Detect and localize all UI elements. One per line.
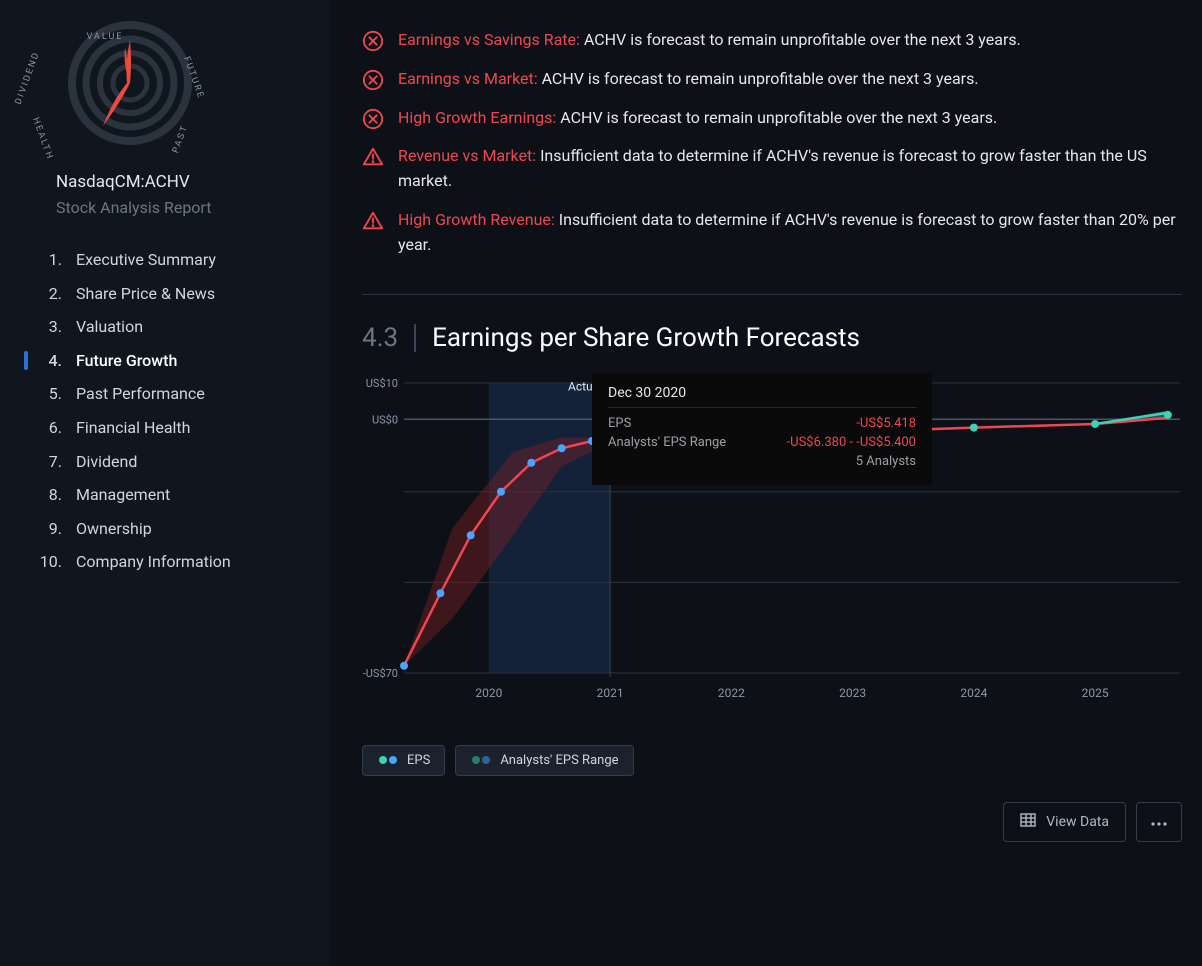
nav-item[interactable]: 3. Valuation	[0, 310, 330, 344]
view-data-label: View Data	[1046, 814, 1109, 830]
svg-text:2023: 2023	[839, 686, 866, 700]
nav-item-label: Ownership	[76, 516, 152, 542]
chart-tooltip: Dec 30 2020 EPS -US$5.418 Analysts' EPS Ra…	[592, 373, 932, 485]
check-item: Revenue vs Market: Insufficient data to …	[362, 144, 1182, 194]
section-number: 4.3	[362, 323, 398, 353]
table-icon	[1020, 813, 1036, 831]
tooltip-row: 5 Analysts	[608, 452, 916, 471]
report-nav: 1. Executive Summary 2. Share Price & News 3…	[0, 243, 330, 579]
sidebar: VALUE FUTURE PAST HEALTH DIVIDEND Nasdaq…	[0, 0, 330, 966]
x-circle-icon	[362, 30, 384, 52]
check-item: High Growth Revenue: Insufficient data t…	[362, 208, 1182, 258]
check-text: ACHV is forecast to remain unprofitable …	[556, 108, 997, 127]
nav-item[interactable]: 10. Company Information	[0, 545, 330, 579]
nav-item-label: Management	[76, 482, 170, 508]
growth-checks: Earnings vs Savings Rate: ACHV is foreca…	[362, 28, 1182, 258]
radar-svg	[65, 18, 195, 148]
alert-triangle-icon	[362, 146, 384, 168]
svg-text:2022: 2022	[718, 686, 745, 700]
check-item: Earnings vs Savings Rate: ACHV is foreca…	[362, 28, 1182, 53]
legend-eps[interactable]: EPS	[362, 745, 445, 776]
nav-item-label: Share Price & News	[76, 281, 215, 307]
check-text: ACHV is forecast to remain unprofitable …	[580, 30, 1021, 49]
check-item: High Growth Earnings: ACHV is forecast t…	[362, 106, 1182, 131]
section-divider	[362, 294, 1182, 295]
more-options-button[interactable]	[1136, 802, 1182, 842]
check-label: Earnings vs Market:	[398, 69, 538, 88]
svg-text:2020: 2020	[475, 686, 502, 700]
legend-range-label: Analysts' EPS Range	[500, 753, 618, 768]
nav-item-number: 6.	[32, 415, 62, 441]
nav-item[interactable]: 4. Future Growth	[0, 344, 330, 378]
nav-item-label: Past Performance	[76, 381, 205, 407]
svg-text:2025: 2025	[1082, 686, 1109, 700]
nav-item[interactable]: 9. Ownership	[0, 512, 330, 546]
check-label: Earnings vs Savings Rate:	[398, 30, 580, 49]
svg-text:2024: 2024	[960, 686, 987, 700]
ticker-symbol: NasdaqCM:ACHV	[56, 172, 306, 192]
view-data-button[interactable]: View Data	[1003, 802, 1126, 842]
legend-swatch-icon	[377, 755, 399, 765]
nav-item-number: 5.	[32, 381, 62, 407]
nav-item-label: Valuation	[76, 314, 143, 340]
svg-text:2021: 2021	[597, 686, 624, 700]
nav-item-number: 8.	[32, 482, 62, 508]
nav-item-number: 4.	[32, 348, 62, 374]
chart-legend: EPS Analysts' EPS Range	[362, 745, 1182, 776]
radar-label-value: VALUE	[87, 32, 124, 42]
nav-item-label: Financial Health	[76, 415, 190, 441]
check-label: High Growth Revenue:	[398, 210, 555, 229]
nav-item[interactable]: 5. Past Performance	[0, 377, 330, 411]
check-label: Revenue vs Market:	[398, 146, 536, 165]
check-text: ACHV is forecast to remain unprofitable …	[538, 69, 979, 88]
tooltip-value: -US$6.380 - -US$5.400	[787, 435, 916, 450]
tooltip-value: 5 Analysts	[856, 454, 916, 469]
chart-actions: View Data	[362, 802, 1182, 842]
ellipsis-icon	[1151, 814, 1167, 830]
svg-text:US$0: US$0	[372, 413, 398, 426]
nav-item-number: 9.	[32, 516, 62, 542]
nav-item[interactable]: 8. Management	[0, 478, 330, 512]
snowflake-radar[interactable]: VALUE FUTURE PAST HEALTH DIVIDEND	[0, 18, 210, 172]
section-header: 4.3 Earnings per Share Growth Forecasts	[362, 323, 1182, 353]
nav-item[interactable]: 1. Executive Summary	[0, 243, 330, 277]
svg-text:US$10: US$10	[366, 377, 398, 390]
radar-label-health: HEALTH	[30, 116, 55, 162]
tooltip-value: -US$5.418	[856, 416, 916, 431]
main-content: Earnings vs Savings Rate: ACHV is foreca…	[330, 0, 1202, 966]
tooltip-row: Analysts' EPS Range -US$6.380 - -US$5.400	[608, 433, 916, 452]
report-subtitle: Stock Analysis Report	[56, 198, 306, 217]
nav-item-number: 3.	[32, 314, 62, 340]
legend-analyst-range[interactable]: Analysts' EPS Range	[455, 745, 633, 776]
nav-item-number: 10.	[32, 549, 62, 575]
eps-forecast-chart[interactable]: Dec 30 2020 EPS -US$5.418 Analysts' EPS Ra…	[362, 373, 1182, 842]
tooltip-row: EPS -US$5.418	[608, 414, 916, 433]
radar-label-dividend: DIVIDEND	[14, 50, 43, 106]
tooltip-key: Analysts' EPS Range	[608, 435, 726, 450]
nav-item[interactable]: 6. Financial Health	[0, 411, 330, 445]
svg-text:-US$70: -US$70	[363, 667, 398, 680]
x-circle-icon	[362, 108, 384, 130]
nav-item[interactable]: 2. Share Price & News	[0, 277, 330, 311]
nav-item-label: Company Information	[76, 549, 231, 575]
tooltip-date: Dec 30 2020	[608, 385, 916, 401]
section-bar	[414, 324, 416, 352]
legend-swatch-icon	[470, 755, 492, 765]
nav-item[interactable]: 7. Dividend	[0, 445, 330, 479]
nav-item-number: 2.	[32, 281, 62, 307]
nav-item-number: 1.	[32, 247, 62, 273]
tooltip-key: EPS	[608, 416, 631, 431]
check-label: High Growth Earnings:	[398, 108, 556, 127]
section-title: Earnings per Share Growth Forecasts	[432, 323, 860, 353]
nav-item-label: Executive Summary	[76, 247, 216, 273]
check-item: Earnings vs Market: ACHV is forecast to …	[362, 67, 1182, 92]
nav-item-label: Dividend	[76, 449, 137, 475]
legend-eps-label: EPS	[407, 753, 430, 768]
x-circle-icon	[362, 69, 384, 91]
alert-triangle-icon	[362, 210, 384, 232]
nav-item-number: 7.	[32, 449, 62, 475]
nav-item-label: Future Growth	[76, 348, 177, 374]
